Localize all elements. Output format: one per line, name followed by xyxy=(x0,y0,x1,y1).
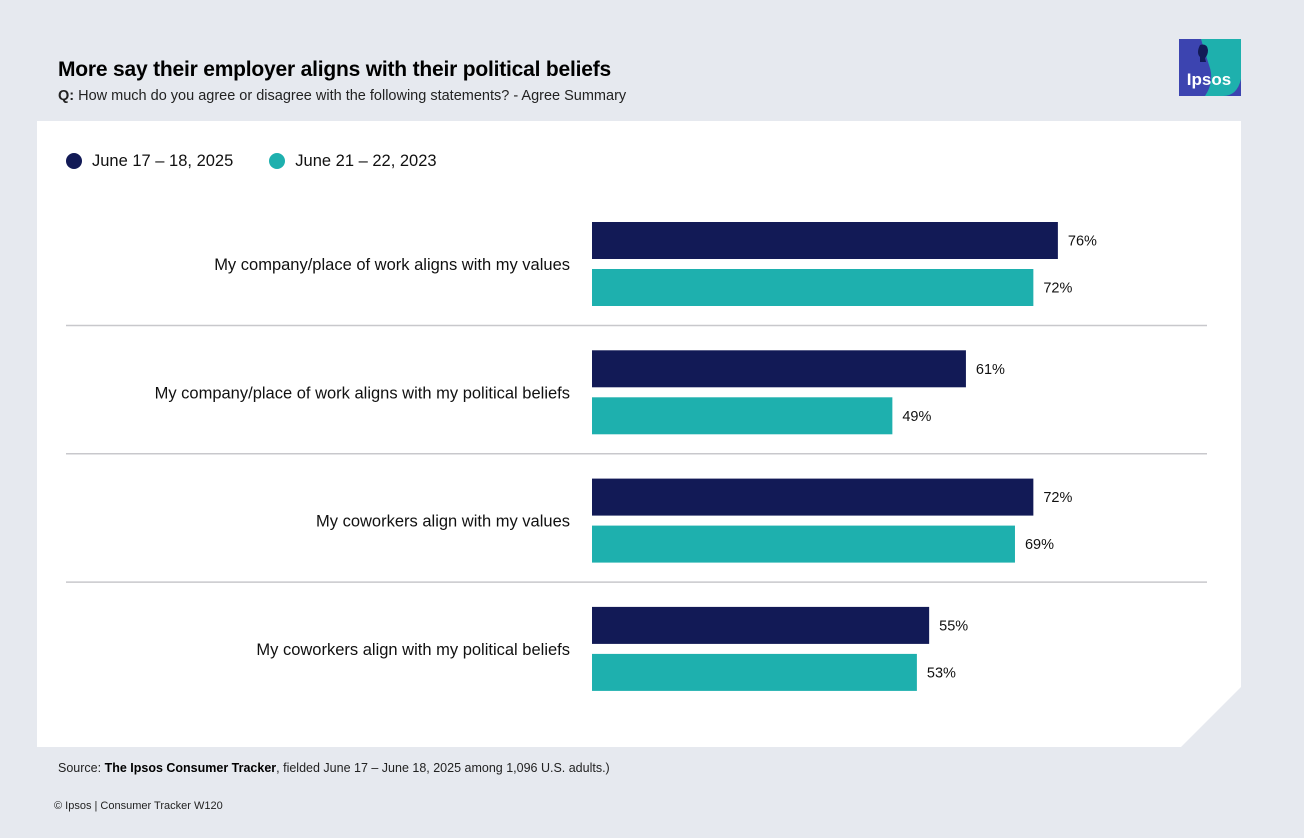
chart-legend: June 17 – 18, 2025 June 21 – 22, 2023 xyxy=(66,150,473,172)
ipsos-logo: Ipsos xyxy=(1179,39,1241,96)
logo-accent-shape xyxy=(1201,39,1241,96)
copyright-note: © Ipsos | Consumer Tracker W120 xyxy=(54,800,223,812)
legend-label-2023: June 21 – 22, 2023 xyxy=(295,151,437,170)
logo-text: Ipsos xyxy=(1187,70,1231,89)
legend-swatch-2023 xyxy=(269,153,286,169)
legend-label-2025: June 17 – 18, 2025 xyxy=(92,151,234,170)
source-note: Source: The Ipsos Consumer Tracker, fiel… xyxy=(58,761,610,775)
question-subtitle: Q: How much do you agree or disagree with… xyxy=(58,88,626,104)
legend-item-2023: June 21 – 22, 2023 xyxy=(269,151,437,171)
source-prefix: Source: xyxy=(58,761,105,775)
chart-card xyxy=(37,121,1241,747)
question-label: Q: xyxy=(58,88,75,104)
source-details: , fielded June 17 – June 18, 2025 among … xyxy=(276,761,610,775)
source-name: The Ipsos Consumer Tracker xyxy=(104,761,277,775)
logo-head-icon xyxy=(1198,44,1208,62)
legend-item-2025: June 17 – 18, 2025 xyxy=(66,152,233,171)
page-title: More say their employer aligns with thei… xyxy=(58,58,612,81)
legend-swatch-2025 xyxy=(66,153,82,169)
question-text: How much do you agree or disagree with t… xyxy=(78,88,627,104)
